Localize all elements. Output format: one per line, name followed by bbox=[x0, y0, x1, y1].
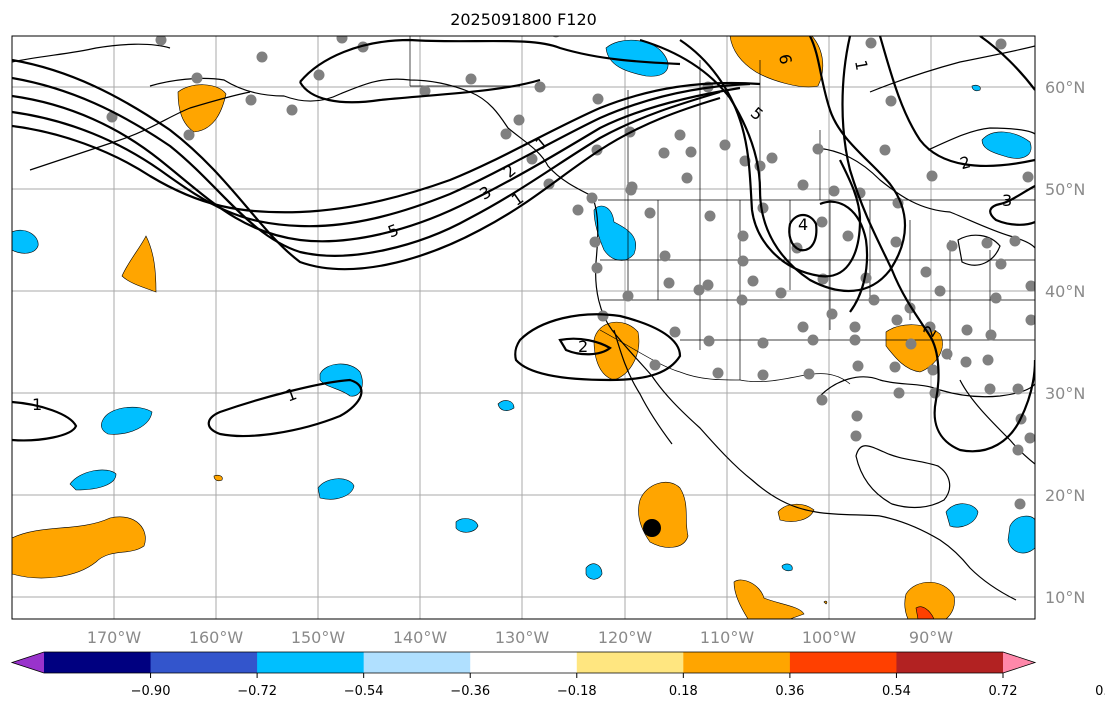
colorbar-segment bbox=[470, 652, 578, 673]
pos-patch bbox=[823, 600, 828, 605]
colorbar-outline bbox=[10, 651, 1037, 674]
map-title: 2025091800 F120 bbox=[450, 10, 597, 29]
lat-label-20: 20°N bbox=[1045, 486, 1085, 505]
colorbar-segment bbox=[576, 652, 684, 673]
pos-patch bbox=[729, 36, 824, 88]
lon-label-160w: 160°W bbox=[189, 628, 244, 647]
colorbar-tick-label: −0.54 bbox=[344, 684, 384, 699]
neg-patch bbox=[497, 400, 515, 411]
lat-label-30: 30°N bbox=[1045, 384, 1085, 403]
contour-label: 2 bbox=[958, 152, 973, 173]
contour-label: 2 bbox=[578, 337, 588, 356]
lon-label-110w: 110°W bbox=[700, 628, 755, 647]
longitude-labels: 170°W 160°W 150°W 140°W 130°W 120°W 110°… bbox=[87, 628, 953, 647]
contour-label: 4 bbox=[798, 215, 808, 234]
pos-patch bbox=[777, 503, 815, 522]
pos-patch bbox=[213, 474, 223, 482]
neg-patch bbox=[981, 131, 1032, 159]
neg-patch bbox=[69, 469, 117, 491]
neg-patch bbox=[455, 518, 479, 533]
pos-patch bbox=[915, 606, 935, 619]
lat-label-10: 10°N bbox=[1045, 588, 1085, 607]
colorbar-segment bbox=[363, 652, 471, 673]
pos-patch bbox=[121, 235, 157, 293]
lon-label-100w: 100°W bbox=[802, 628, 857, 647]
colorbar-segment bbox=[683, 652, 791, 673]
colorbar-tick-label: 0.90 bbox=[1095, 684, 1105, 699]
neg-patch bbox=[12, 229, 39, 254]
contour-label: 1 bbox=[851, 59, 871, 72]
neg-patch bbox=[101, 406, 153, 435]
pos-patch bbox=[12, 516, 146, 579]
neg-patch bbox=[605, 39, 669, 77]
contour-label: 1 bbox=[32, 395, 42, 414]
positive-anomaly-fills bbox=[12, 36, 955, 619]
pos-patch bbox=[177, 84, 227, 133]
pos-patch bbox=[733, 579, 805, 619]
lon-label-140w: 140°W bbox=[393, 628, 448, 647]
lon-label-150w: 150°W bbox=[291, 628, 346, 647]
lon-label-120w: 120°W bbox=[598, 628, 653, 647]
colorbar-tick-label: −0.36 bbox=[450, 684, 490, 699]
colorbar-tick-label: 0.72 bbox=[989, 684, 1018, 699]
colorbar-tick-label: 0.36 bbox=[775, 684, 804, 699]
neg-patch bbox=[593, 205, 636, 261]
neg-patch bbox=[781, 563, 793, 572]
map-border bbox=[11, 35, 1036, 620]
colorbar-tick-label: −0.90 bbox=[131, 684, 171, 699]
colorbar-tick-label: −0.18 bbox=[557, 684, 597, 699]
lon-label-90w: 90°W bbox=[909, 628, 953, 647]
political-borders bbox=[409, 36, 1035, 385]
neg-patch bbox=[1007, 515, 1035, 554]
contour-lines bbox=[12, 36, 1035, 453]
neg-patch bbox=[971, 84, 981, 92]
colorbar-tick-label: 0.54 bbox=[882, 684, 911, 699]
colorbar-segment bbox=[44, 652, 152, 673]
lat-label-60: 60°N bbox=[1045, 78, 1085, 97]
latitude-labels: 60°N 50°N 40°N 30°N 20°N 10°N bbox=[1045, 78, 1085, 607]
colorbar: −0.90 −0.72 −0.54 −0.36 −0.18 0.18 0.36 0.54 0.7… bbox=[10, 651, 1105, 699]
colorbar-segment bbox=[789, 652, 897, 673]
lon-label-170w: 170°W bbox=[87, 628, 142, 647]
lon-label-130w: 130°W bbox=[495, 628, 550, 647]
colorbar-segment bbox=[896, 652, 1004, 673]
map-area bbox=[12, 36, 1035, 619]
contour-label: 6 bbox=[775, 53, 795, 66]
lat-label-50: 50°N bbox=[1045, 180, 1085, 199]
colorbar-tick-label: 0.18 bbox=[669, 684, 698, 699]
lat-label-40: 40°N bbox=[1045, 282, 1085, 301]
negative-anomaly-fills bbox=[12, 39, 1035, 580]
colorbar-segment bbox=[150, 652, 258, 673]
neg-patch bbox=[945, 503, 979, 528]
neg-patch bbox=[317, 478, 355, 500]
neg-patch bbox=[585, 563, 603, 580]
colorbar-segment bbox=[257, 652, 365, 673]
colorbar-segment bbox=[1003, 652, 1035, 673]
highlight-marker bbox=[643, 519, 661, 537]
contour-label: 3 bbox=[1002, 191, 1012, 210]
colorbar-segment bbox=[12, 652, 44, 673]
colorbar-tick-label: −0.72 bbox=[237, 684, 277, 699]
